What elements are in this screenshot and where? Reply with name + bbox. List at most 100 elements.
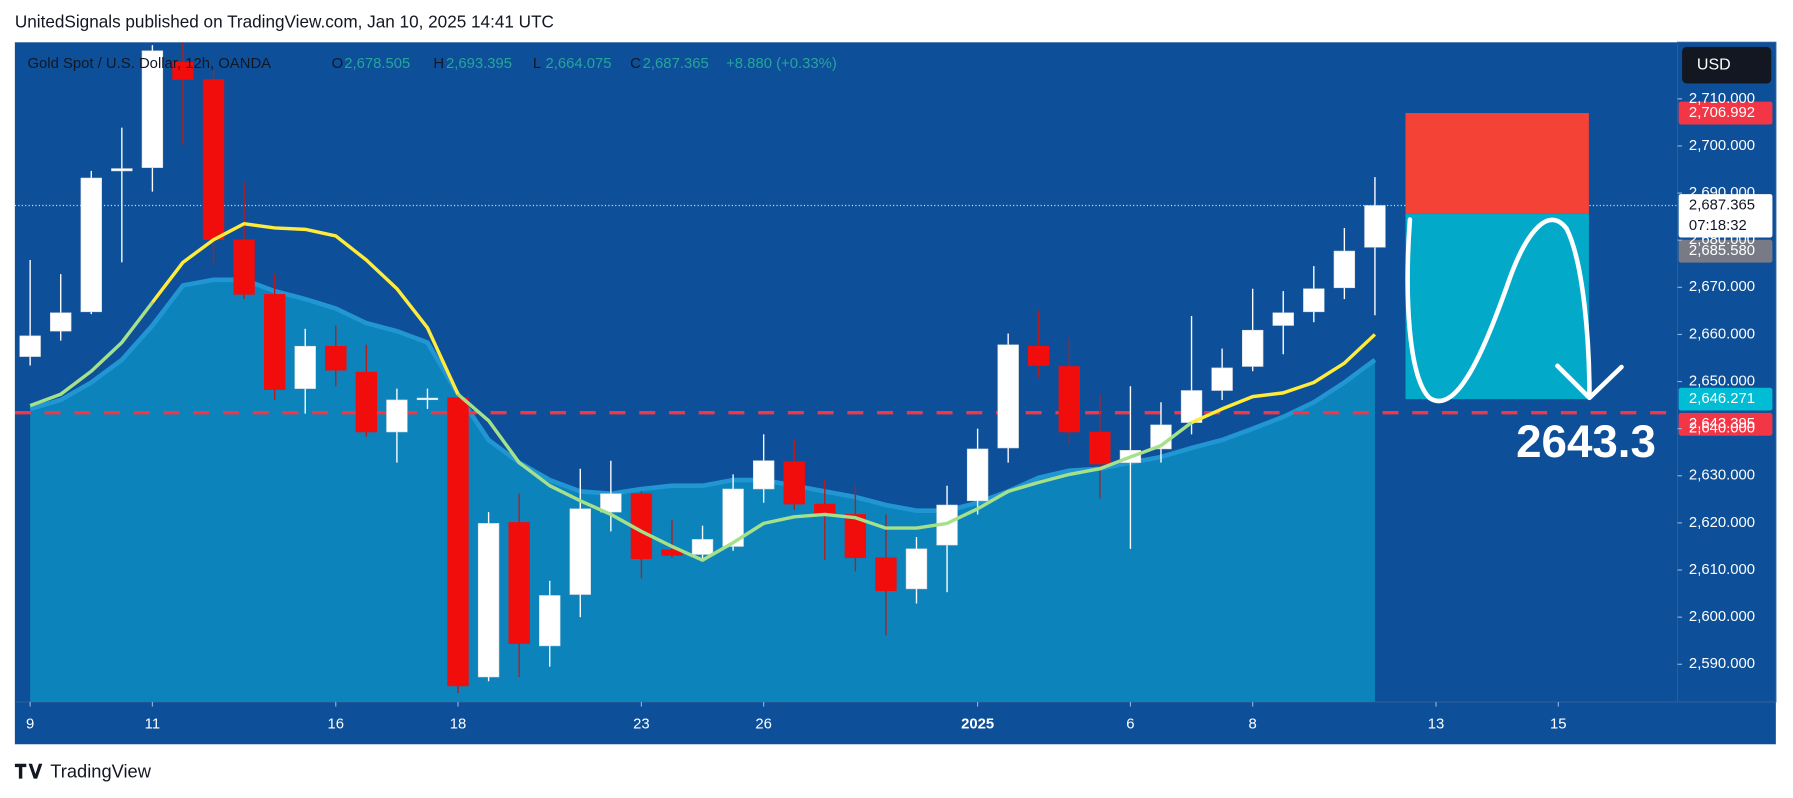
candle-body — [233, 239, 255, 295]
price-tag-label: 2,706.992 — [1689, 105, 1755, 121]
candle-body — [50, 312, 72, 332]
y-tick-label: 2,680.000 — [1689, 232, 1755, 248]
candle-body — [111, 168, 133, 172]
candle-body — [1242, 329, 1264, 367]
candle-body — [325, 345, 347, 371]
x-tick-label: 2025 — [961, 717, 994, 733]
change-value: +8.880 (+0.33%) — [726, 56, 837, 72]
y-tick-label: 2,690.000 — [1689, 185, 1755, 201]
legend-key: O — [332, 56, 344, 72]
brand-logo — [14, 763, 43, 779]
candle-body — [416, 397, 439, 401]
legend-value: 2,678.505 — [344, 56, 410, 72]
y-tick-label: 2,660.000 — [1689, 326, 1755, 342]
y-tick-label: 2,670.000 — [1689, 279, 1755, 295]
legend-key: L — [533, 56, 541, 72]
candle-body — [508, 522, 530, 644]
x-tick-label: 6 — [1126, 717, 1134, 733]
x-tick-label: 11 — [145, 717, 160, 733]
ma-line — [29, 301, 154, 408]
y-tick-label: 2,620.000 — [1689, 515, 1755, 531]
annotation: 2643.3 — [1516, 416, 1656, 467]
symbol-title: Gold Spot / U.S. Dollar, 12h, OANDA — [27, 56, 271, 72]
y-tick-label: 2,590.000 — [1689, 656, 1755, 672]
candle-body — [905, 548, 928, 590]
x-tick-label: 13 — [1428, 717, 1445, 733]
ma-line — [151, 221, 460, 395]
candle-body — [997, 344, 1019, 449]
price-tag — [1678, 101, 1773, 125]
candle-body — [1028, 345, 1050, 366]
price-tag — [1678, 387, 1773, 411]
candle-body — [569, 508, 591, 595]
candle-body — [172, 61, 194, 80]
candle-body — [19, 335, 41, 357]
candle-body — [722, 488, 744, 547]
y-tick-label: 2,630.000 — [1689, 468, 1755, 484]
publisher-line: UnitedSignals published on TradingView.c… — [15, 11, 554, 31]
ma-line — [456, 392, 1193, 562]
x-tick-label: 8 — [1249, 717, 1257, 733]
y-tick-label: 2,600.000 — [1689, 609, 1755, 625]
candle-body — [600, 493, 622, 513]
candle-body — [783, 461, 805, 505]
price-tag — [1678, 412, 1773, 436]
candle-body — [1303, 288, 1325, 313]
candle-body — [1211, 367, 1233, 391]
candle-body — [386, 399, 408, 433]
y-tick-label: 2,610.000 — [1689, 562, 1755, 578]
candle-body — [355, 371, 378, 433]
plot-area — [14, 42, 1678, 702]
candle-body — [141, 50, 164, 168]
candle-body — [263, 294, 286, 390]
legend-value: 2,693.395 — [446, 56, 512, 72]
price-tag-label: 2,687.365 — [1689, 197, 1755, 213]
y-tick-label: 2,650.000 — [1689, 373, 1755, 389]
y-tick-label: 2,700.000 — [1689, 138, 1755, 154]
candle-body — [691, 539, 714, 555]
candle-body — [1272, 312, 1294, 326]
x-tick-label: 15 — [1550, 717, 1567, 733]
y-tick-label: 2,640.000 — [1689, 421, 1755, 437]
candle-body — [477, 523, 500, 678]
price-tag-label: 2,646.271 — [1689, 391, 1755, 407]
price-tag-label: 2,685.580 — [1689, 243, 1755, 259]
brand-name: TradingView — [50, 761, 151, 782]
x-tick-label: 18 — [450, 717, 467, 733]
candle-body — [1089, 431, 1111, 465]
stop-zone — [1405, 113, 1589, 214]
currency-button[interactable] — [1682, 46, 1772, 84]
candle-body — [539, 595, 561, 647]
price-axis — [1676, 41, 1777, 703]
x-tick-label: 26 — [755, 717, 772, 733]
legend-value: 2,664.075 — [545, 56, 611, 72]
legend-value: 2,687.365 — [643, 56, 709, 72]
candle-body — [1333, 250, 1356, 289]
candle-body — [875, 557, 897, 592]
candle-body — [966, 448, 989, 502]
candle-body — [294, 345, 316, 389]
price-tag — [1678, 194, 1773, 238]
legend-key: C — [630, 56, 641, 72]
x-tick-label: 9 — [26, 717, 34, 733]
overlay: 2,706.992 2,687.365 07:18:32 2,685.580 2,646… — [1678, 101, 1773, 436]
candle-body — [1364, 205, 1386, 248]
x-tick-label: 23 — [633, 717, 650, 733]
candle-body — [844, 514, 867, 559]
candle-body — [752, 460, 775, 490]
ma-line — [1190, 333, 1377, 425]
drawn-arrow-head — [1555, 363, 1624, 401]
price-tag-label: 2,643.395 — [1689, 416, 1755, 432]
currency-label: USD — [1697, 56, 1731, 73]
drawn-arrow — [1405, 217, 1592, 404]
countdown: 07:18:32 — [1689, 218, 1747, 234]
y-tick-label: 2,710.000 — [1689, 91, 1755, 107]
candle-body — [202, 79, 225, 241]
price-tag — [1678, 239, 1773, 263]
candle-body — [447, 397, 469, 687]
legend-key: H — [433, 56, 444, 72]
candle-body — [1058, 366, 1080, 433]
candle-body — [80, 177, 102, 313]
